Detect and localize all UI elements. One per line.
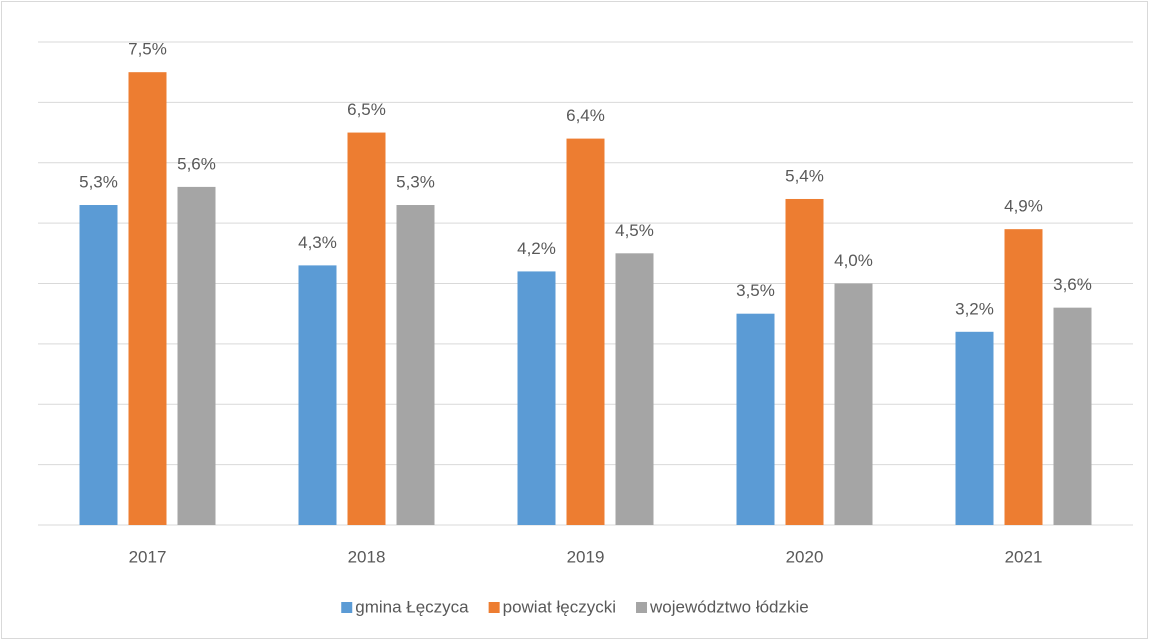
- x-tick-label: 2021: [1005, 547, 1043, 566]
- legend-label: gmina Łęczyca: [355, 597, 469, 616]
- bar: [1004, 229, 1043, 525]
- data-label: 5,3%: [396, 172, 435, 191]
- legend-swatch: [636, 602, 648, 613]
- bar: [736, 313, 775, 525]
- data-label: 6,4%: [566, 106, 605, 125]
- bar: [79, 205, 118, 525]
- bar: [1053, 307, 1092, 525]
- data-label: 4,3%: [298, 233, 337, 252]
- x-tick-label: 2019: [567, 547, 605, 566]
- legend-swatch: [341, 602, 353, 613]
- bar: [615, 253, 654, 525]
- bar: [347, 132, 386, 525]
- data-label: 6,5%: [347, 100, 386, 119]
- data-label: 5,6%: [177, 154, 216, 173]
- data-label: 3,6%: [1053, 275, 1092, 294]
- x-tick-label: 2017: [129, 547, 167, 566]
- bar: [396, 205, 435, 525]
- bar: [785, 198, 824, 525]
- legend-swatch: [488, 602, 500, 613]
- bar: [566, 138, 605, 525]
- bar: [834, 283, 873, 525]
- data-label: 4,0%: [834, 251, 873, 270]
- data-label: 7,5%: [128, 40, 167, 59]
- bar: [128, 72, 167, 525]
- data-label: 5,3%: [79, 172, 118, 191]
- data-label: 3,5%: [736, 281, 775, 300]
- bar: [517, 271, 556, 525]
- bar: [955, 331, 994, 525]
- legend-label: województwo łódzkie: [649, 597, 809, 616]
- data-label: 4,9%: [1004, 197, 1043, 216]
- bar: [298, 265, 337, 525]
- legend-label: powiat łęczycki: [503, 597, 616, 616]
- x-tick-label: 2018: [348, 547, 386, 566]
- bar: [177, 186, 216, 525]
- x-tick-label: 2020: [786, 547, 824, 566]
- data-label: 5,4%: [785, 166, 824, 185]
- data-label: 4,5%: [615, 221, 654, 240]
- data-label: 4,2%: [517, 239, 556, 258]
- data-label: 3,2%: [955, 299, 994, 318]
